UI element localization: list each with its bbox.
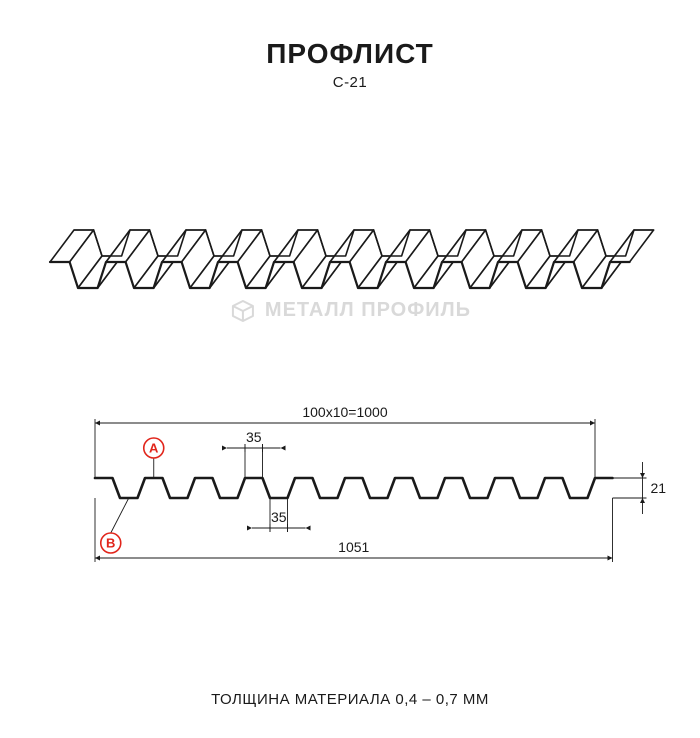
svg-text:A: A (149, 441, 159, 456)
svg-text:35: 35 (246, 429, 262, 445)
svg-text:100х10=1000: 100х10=1000 (302, 404, 387, 420)
cross-section-view: 100х10=1000 35 35 1051 21 A B (0, 368, 700, 598)
page-title: ПРОФЛИСТ (0, 38, 700, 70)
isometric-view (0, 168, 700, 328)
page-subtitle: С-21 (0, 74, 700, 91)
svg-text:B: B (106, 536, 115, 551)
svg-text:21: 21 (651, 480, 667, 496)
svg-text:35: 35 (271, 509, 287, 525)
svg-text:1051: 1051 (338, 539, 369, 555)
